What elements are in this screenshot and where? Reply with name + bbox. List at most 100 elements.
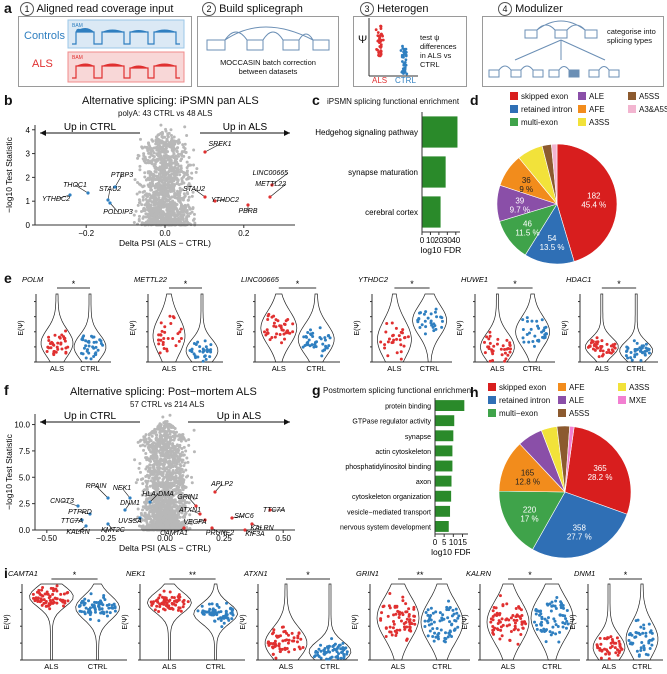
volcano-point (184, 449, 188, 453)
volcano-point (137, 466, 141, 470)
data-point (544, 331, 548, 335)
volcano-point (175, 146, 179, 150)
volcano-point (181, 196, 185, 200)
volcano-point (159, 498, 163, 502)
pie-percent: 13.5 % (540, 243, 565, 252)
data-point (559, 600, 563, 604)
volcano-point (175, 213, 179, 217)
significance-star: * (528, 570, 532, 580)
bam-label-ctrl: BAM (72, 23, 83, 29)
data-point (607, 651, 611, 655)
gene-label: LINC00665 (253, 170, 289, 177)
data-point (385, 321, 389, 325)
y-tick-label: 1 (26, 197, 31, 206)
data-point (182, 598, 186, 602)
x-tick-label: 0.2 (238, 229, 250, 238)
data-point (624, 349, 628, 353)
data-point (277, 642, 281, 646)
legend-text: skipped exon (521, 92, 569, 101)
pie-percent: 11.5 % (515, 229, 539, 238)
legend-text: multi-exon (521, 118, 558, 127)
volcano-point (159, 147, 163, 151)
volcano-point (136, 156, 140, 160)
gene-label: HLA-DMA (142, 491, 174, 498)
volcano-point (173, 215, 177, 219)
volcano-point (141, 505, 145, 509)
data-point (45, 350, 49, 354)
gene-label-line (79, 511, 91, 515)
legend-item: multi-exon (510, 118, 558, 127)
volcano-point (164, 190, 168, 194)
data-point (108, 611, 112, 615)
data-point (280, 647, 284, 651)
data-point (176, 332, 180, 336)
data-point (31, 592, 35, 596)
volcano-point (175, 150, 179, 154)
volcano-point (155, 215, 159, 219)
data-point (172, 316, 176, 320)
data-point (397, 334, 401, 338)
data-point (386, 354, 390, 358)
violin-outline (420, 583, 464, 661)
data-point (102, 593, 106, 597)
legend-swatch (618, 396, 626, 404)
data-point (635, 649, 639, 653)
pie-slice (532, 491, 628, 559)
volcano-point (159, 154, 163, 158)
volcano-point (142, 435, 146, 439)
x-tick-label: 20 (434, 236, 443, 245)
highlight-point (138, 516, 142, 520)
data-point (383, 346, 387, 350)
data-point (208, 612, 212, 616)
data-point (174, 344, 178, 348)
categorise-text: categorise into splicing types (607, 27, 656, 45)
data-point (641, 631, 645, 635)
data-point (100, 607, 104, 611)
data-point (431, 611, 435, 615)
data-point (154, 599, 158, 603)
highlight-point (80, 518, 84, 522)
data-point (157, 342, 161, 346)
data-point (341, 641, 345, 645)
data-point (66, 599, 70, 603)
violin-outline (377, 293, 412, 363)
volcano-point (171, 168, 175, 172)
volcano-point (187, 175, 191, 179)
volcano-point (169, 485, 173, 489)
gene-label: VEGFA (183, 519, 207, 526)
volcano-point (157, 168, 161, 172)
gene-label-line (214, 199, 226, 202)
x-category-label: ALS (50, 364, 64, 373)
pie-count: 365 (593, 464, 607, 473)
data-point (539, 628, 543, 632)
heterogen-ctrl-dot (403, 50, 407, 53)
data-point (47, 335, 51, 339)
volcano-point (162, 182, 166, 186)
volcano-point (184, 205, 188, 209)
data-point (96, 348, 100, 352)
volcano-point (159, 470, 163, 474)
data-point (53, 350, 57, 354)
violin-outline (515, 293, 550, 363)
volcano-point (168, 520, 172, 524)
data-point (48, 599, 52, 603)
data-point (390, 321, 394, 325)
data-point (273, 335, 277, 339)
volcano-point (149, 498, 153, 502)
volcano-point (160, 186, 164, 190)
volcano-point (158, 466, 162, 470)
volcano-point (159, 521, 163, 525)
significance-star: * (624, 570, 628, 580)
volcano-point (162, 154, 166, 158)
highlight-point (268, 508, 272, 512)
volcano-point (154, 201, 158, 205)
volcano-point (168, 464, 172, 468)
data-point (426, 613, 430, 617)
data-point (225, 601, 229, 605)
data-point (453, 627, 457, 631)
highlight-point (106, 198, 110, 202)
data-point (434, 635, 438, 639)
gene-label-line (214, 483, 223, 493)
data-point (92, 340, 96, 344)
